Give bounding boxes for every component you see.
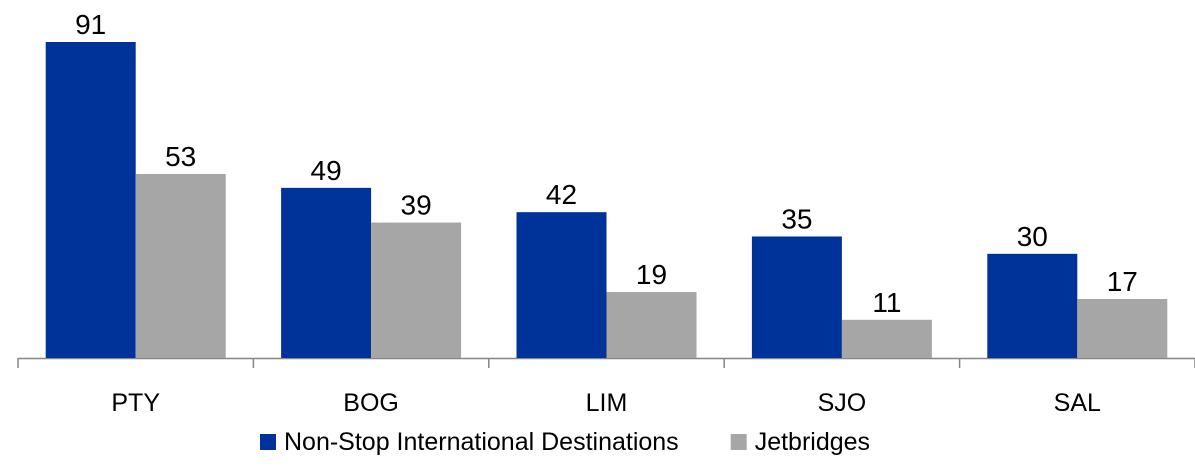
bar-lim-series-2 <box>606 292 697 358</box>
data-label: 19 <box>636 259 667 290</box>
bar-sal-series-1 <box>987 253 1078 358</box>
bar-pty-series-1 <box>45 42 136 358</box>
x-tick-label: SAL <box>1054 389 1101 417</box>
data-label: 35 <box>781 203 812 234</box>
data-label: 30 <box>1017 221 1048 252</box>
data-label: 49 <box>311 155 342 186</box>
x-tick-label: PTY <box>111 389 160 417</box>
data-label: 53 <box>165 141 196 172</box>
bar-pty-series-2 <box>135 173 226 358</box>
data-label: 42 <box>546 179 577 210</box>
bar-sjo-series-2 <box>841 319 932 358</box>
bar-lim-series-1 <box>516 212 607 358</box>
legend-label: Jetbridges <box>755 428 870 456</box>
x-tick-label: LIM <box>586 389 628 417</box>
x-tick-label: BOG <box>343 389 399 417</box>
bar-bog-series-2 <box>371 222 462 358</box>
data-label: 39 <box>401 190 432 221</box>
data-label: 91 <box>75 9 106 40</box>
legend-swatch <box>260 434 276 450</box>
legend: Non-Stop International Destinations Jetbr… <box>260 428 870 456</box>
legend-label: Non-Stop International Destinations <box>284 428 679 456</box>
bar-sjo-series-1 <box>751 236 842 358</box>
data-label: 17 <box>1107 266 1138 297</box>
data-label: 11 <box>872 287 901 318</box>
bar-sal-series-2 <box>1077 298 1168 358</box>
bar-bog-series-1 <box>281 187 372 358</box>
legend-swatch <box>730 434 747 450</box>
x-tick-label: SJO <box>818 389 867 417</box>
